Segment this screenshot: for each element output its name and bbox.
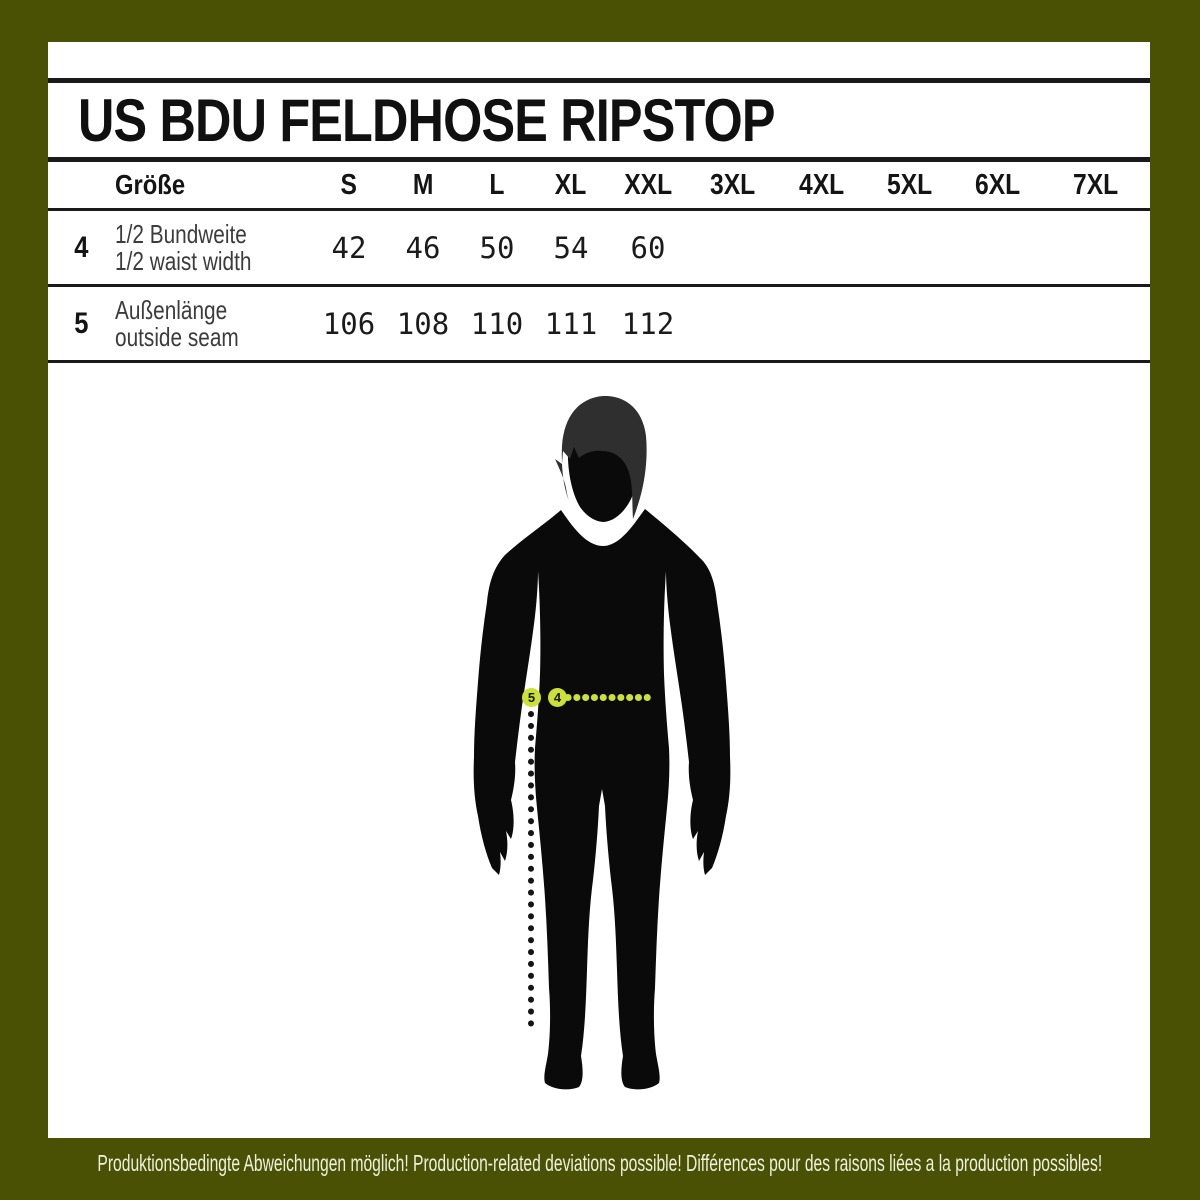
table-row-outside-seam: 5 Außenlänge outside seam 106 108 110 11… [48, 287, 1150, 360]
value-cell: 50 [479, 230, 515, 265]
page-title: US BDU FELDHOSE RIPSTOP [78, 86, 907, 155]
value-cell: 111 [544, 306, 598, 341]
value-cell: 46 [405, 230, 441, 265]
value-cell: 42 [331, 230, 367, 265]
table-header-row: Größe S M L XL XXL 3XL 4XL 5XL 6XL 7XL [48, 162, 1150, 208]
measure-badge-5: 5 [522, 688, 541, 707]
header-size-l: L [489, 168, 505, 201]
content-panel: US BDU FELDHOSE RIPSTOP Größe S M L XL X… [48, 42, 1150, 1138]
value-cell: 54 [553, 230, 589, 265]
header-size-5xl: 5XL [887, 168, 933, 201]
header-size-4xl: 4XL [799, 168, 845, 201]
row-label: Außenlänge outside seam [115, 294, 239, 352]
divider-bottom [48, 360, 1150, 363]
value-cell: 108 [396, 306, 450, 341]
header-size-3xl: 3XL [710, 168, 756, 201]
measure-badge-4: 4 [548, 688, 567, 707]
value-cell: 106 [322, 306, 376, 341]
header-size-label: Größe [115, 169, 186, 200]
header-size-xxl: XXL [624, 168, 672, 201]
row-number: 4 [74, 230, 89, 264]
title-band: US BDU FELDHOSE RIPSTOP [48, 83, 1150, 157]
row-label: 1/2 Bundweite 1/2 waist width [115, 218, 252, 276]
page-title-text: US BDU FELDHOSE RIPSTOP [78, 86, 775, 154]
value-cell: 60 [630, 230, 666, 265]
table-row-waist: 4 1/2 Bundweite 1/2 waist width 42 46 50… [48, 211, 1150, 284]
footer-note-text: Produktionsbedingte Abweichungen möglich… [97, 1150, 1103, 1176]
header-size-xl: XL [555, 168, 587, 201]
divider-under-title [48, 157, 1150, 162]
row-number: 5 [74, 306, 89, 340]
footer-note-bar: Produktionsbedingte Abweichungen möglich… [0, 1138, 1200, 1200]
divider-under-header [48, 208, 1150, 211]
header-size-s: S [340, 168, 358, 201]
header-size-m: M [412, 168, 434, 201]
divider-row [48, 284, 1150, 287]
size-table: US BDU FELDHOSE RIPSTOP Größe S M L XL X… [48, 78, 1150, 363]
value-cell: 110 [470, 306, 524, 341]
header-size-7xl: 7XL [1073, 168, 1119, 201]
divider-top [48, 78, 1150, 83]
header-size-6xl: 6XL [975, 168, 1021, 201]
value-cell: 112 [621, 306, 675, 341]
